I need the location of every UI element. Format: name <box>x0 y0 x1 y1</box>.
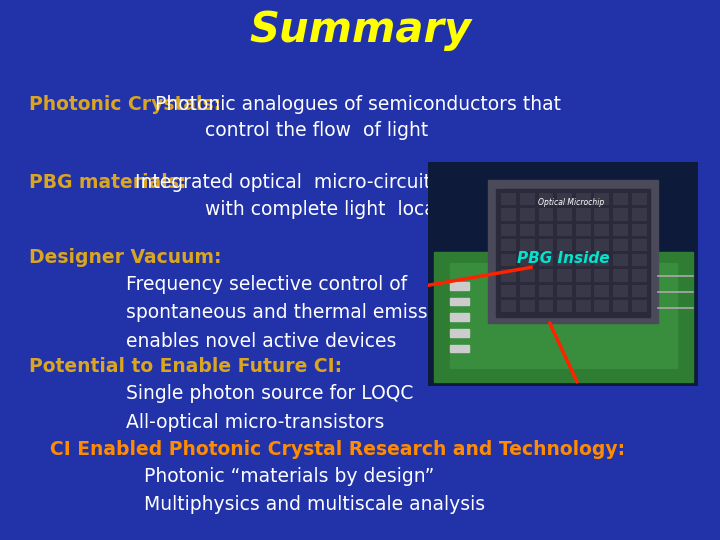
Bar <box>557 254 572 266</box>
Bar <box>576 224 590 236</box>
Bar <box>631 285 647 297</box>
Bar <box>557 285 572 297</box>
Bar <box>539 300 554 312</box>
Bar <box>501 193 516 206</box>
Polygon shape <box>450 263 677 368</box>
Bar <box>450 345 469 353</box>
Bar <box>631 193 647 206</box>
Bar <box>450 313 469 321</box>
Bar <box>613 239 628 251</box>
Bar <box>631 269 647 282</box>
Bar <box>501 239 516 251</box>
Bar <box>576 285 590 297</box>
Bar <box>631 208 647 221</box>
Bar <box>539 193 554 206</box>
Bar <box>576 193 590 206</box>
Bar <box>501 208 516 221</box>
Text: control the flow  of light: control the flow of light <box>205 122 428 140</box>
Bar <box>539 208 554 221</box>
Text: enables novel active devices: enables novel active devices <box>126 332 397 350</box>
Bar <box>576 254 590 266</box>
Text: Photonic “materials by design”: Photonic “materials by design” <box>144 467 434 486</box>
Bar <box>450 282 469 290</box>
Bar <box>613 269 628 282</box>
Bar <box>595 254 609 266</box>
Text: spontaneous and thermal emission: spontaneous and thermal emission <box>126 303 456 322</box>
Text: CI Enabled Photonic Crystal Research and Technology:: CI Enabled Photonic Crystal Research and… <box>50 440 626 459</box>
Bar <box>539 269 554 282</box>
Text: Designer Vacuum:: Designer Vacuum: <box>29 248 221 267</box>
Bar <box>631 239 647 251</box>
Bar <box>520 300 535 312</box>
Bar <box>501 285 516 297</box>
Text: Single photon source for LOQC: Single photon source for LOQC <box>126 384 413 403</box>
Bar <box>613 208 628 221</box>
Bar <box>576 208 590 221</box>
Bar <box>557 193 572 206</box>
Bar <box>595 208 609 221</box>
Bar <box>557 224 572 236</box>
Bar <box>557 208 572 221</box>
Bar <box>450 298 469 306</box>
Bar <box>520 269 535 282</box>
Bar <box>520 254 535 266</box>
Text: Photonic analogues of semiconductors that: Photonic analogues of semiconductors tha… <box>155 94 561 113</box>
Bar <box>613 254 628 266</box>
Text: Multiphysics and multiscale analysis: Multiphysics and multiscale analysis <box>144 495 485 514</box>
Bar <box>501 224 516 236</box>
Polygon shape <box>496 189 649 316</box>
Bar <box>613 300 628 312</box>
Bar <box>539 224 554 236</box>
Bar <box>595 285 609 297</box>
Bar <box>576 269 590 282</box>
Bar <box>631 254 647 266</box>
Bar <box>595 239 609 251</box>
Bar <box>501 300 516 312</box>
Text: Frequency selective control of: Frequency selective control of <box>126 275 407 294</box>
Bar <box>520 208 535 221</box>
Polygon shape <box>488 180 658 323</box>
Bar <box>595 269 609 282</box>
Bar <box>539 239 554 251</box>
Text: Photonic Crystals:: Photonic Crystals: <box>29 94 221 113</box>
Bar <box>613 224 628 236</box>
Bar <box>557 239 572 251</box>
Bar <box>631 300 647 312</box>
Bar <box>501 254 516 266</box>
Polygon shape <box>433 252 693 382</box>
Bar <box>450 329 469 337</box>
Text: All-optical micro-transistors: All-optical micro-transistors <box>126 413 384 431</box>
Bar <box>520 193 535 206</box>
Bar <box>576 300 590 312</box>
Bar <box>520 224 535 236</box>
Bar <box>557 300 572 312</box>
Text: PBG materials:: PBG materials: <box>29 173 186 192</box>
Bar <box>557 269 572 282</box>
Bar <box>501 269 516 282</box>
Bar <box>631 224 647 236</box>
Bar <box>520 239 535 251</box>
Bar <box>613 285 628 297</box>
Text: Optical Microchip: Optical Microchip <box>539 198 605 207</box>
Bar <box>539 285 554 297</box>
Text: Integrated optical  micro-circuits: Integrated optical micro-circuits <box>135 173 441 192</box>
Bar <box>595 300 609 312</box>
Bar <box>595 193 609 206</box>
Bar <box>576 239 590 251</box>
Text: Summary: Summary <box>249 9 471 51</box>
Bar <box>595 224 609 236</box>
Bar <box>539 254 554 266</box>
Bar <box>520 285 535 297</box>
Text: with complete light  localization: with complete light localization <box>205 200 503 219</box>
Text: PBG Inside: PBG Inside <box>517 251 610 266</box>
Text: Potential to Enable Future CI:: Potential to Enable Future CI: <box>29 357 342 376</box>
Bar <box>613 193 628 206</box>
